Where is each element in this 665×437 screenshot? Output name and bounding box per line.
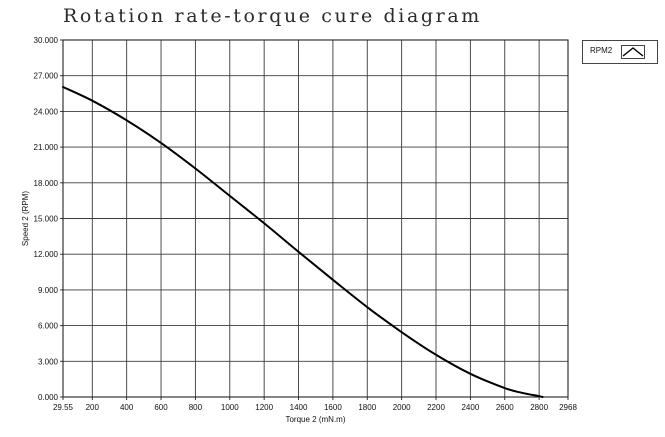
x-tick-label: 600 (154, 403, 168, 412)
x-axis-label: Torque 2 (mN.m) (285, 415, 345, 424)
y-axis-label: Speed 2 (RPM) (21, 191, 30, 246)
y-tick-label: 30.000 (34, 36, 59, 45)
y-tick-label: 3.000 (38, 357, 59, 366)
y-tick-label: 24.000 (34, 107, 59, 116)
chart-title: Rotation rate-torque cure diagram (63, 5, 482, 27)
x-tick-label: 800 (189, 403, 203, 412)
legend: RPM2 (582, 40, 658, 64)
series-layer (62, 86, 544, 398)
y-tick-label: 9.000 (38, 286, 59, 295)
x-tick-label: 2968 (559, 403, 577, 412)
y-tick-label: 21.000 (34, 143, 59, 152)
x-tick-label: 2800 (530, 403, 548, 412)
x-tick-label: 1800 (358, 403, 376, 412)
x-tick-label: 200 (86, 403, 100, 412)
x-tick-label: 29.55 (53, 403, 74, 412)
x-tick-labels: 29.55 200 400 600 800 1000 1200 1400 1600 1800 200… (53, 397, 577, 412)
x-tick-label: 1400 (290, 403, 308, 412)
x-tick-label: 2200 (427, 403, 445, 412)
x-tick-label: 400 (120, 403, 134, 412)
y-tick-labels: 0.000 3.000 6.000 9.000 12.000 15.000 18.000 21… (34, 36, 63, 402)
x-tick-label: 2600 (496, 403, 514, 412)
y-tick-label: 12.000 (34, 250, 59, 259)
x-tick-label: 2000 (393, 403, 411, 412)
legend-series-label: RPM2 (590, 46, 613, 55)
x-tick-label: 1200 (255, 403, 273, 412)
x-tick-label: 2400 (461, 403, 479, 412)
x-tick-label: 1600 (324, 403, 342, 412)
grid-lines (63, 40, 568, 397)
y-tick-label: 27.000 (34, 72, 59, 81)
series-line-rpm2 (62, 86, 544, 398)
y-tick-label: 18.000 (34, 179, 59, 188)
y-tick-label: 15.000 (34, 215, 59, 224)
line-plot-icon (621, 45, 645, 59)
x-tick-label: 1000 (221, 403, 239, 412)
y-tick-label: 0.000 (38, 393, 59, 402)
y-tick-label: 6.000 (38, 322, 59, 331)
